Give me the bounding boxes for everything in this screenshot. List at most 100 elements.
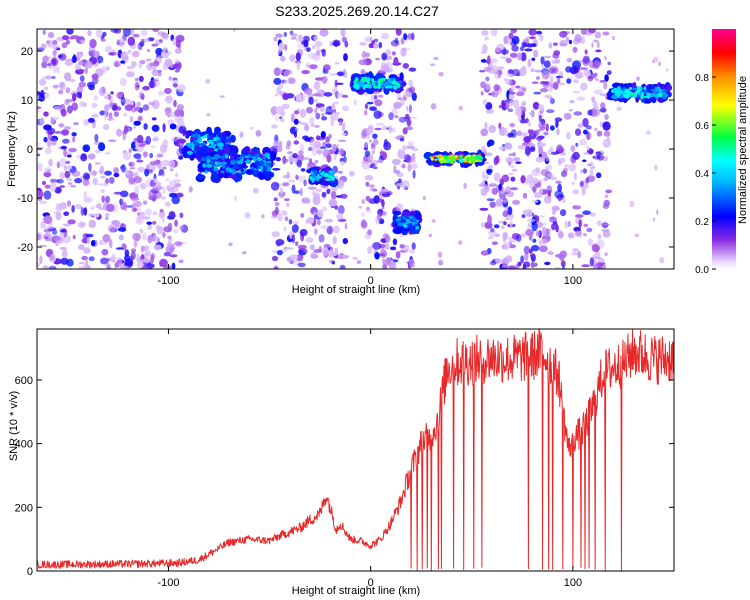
- noise-speck: [117, 227, 127, 232]
- noise-speck: [43, 215, 53, 225]
- noise-speck: [335, 82, 344, 86]
- noise-speck: [538, 103, 545, 111]
- noise-speck: [654, 164, 658, 171]
- noise-speck: [93, 213, 100, 218]
- feature-core: [233, 163, 241, 169]
- noise-speck: [176, 117, 185, 125]
- noise-speck: [53, 105, 62, 111]
- noise-speck: [172, 186, 176, 189]
- noise-speck: [296, 159, 303, 168]
- feature-core: [210, 143, 217, 148]
- noise-speck: [336, 213, 344, 220]
- noise-speck: [80, 206, 84, 216]
- noise-speck: [541, 63, 544, 70]
- noise-speck: [299, 143, 305, 152]
- noise-speck: [169, 248, 174, 254]
- noise-speck: [47, 169, 50, 174]
- noise-speck: [484, 185, 490, 193]
- noise-speck: [589, 257, 594, 267]
- feature-core: [387, 85, 393, 88]
- noise-speck: [584, 49, 588, 55]
- noise-speck: [149, 152, 154, 159]
- noise-speck: [566, 58, 573, 63]
- noise-speck: [340, 29, 346, 37]
- noise-speck: [411, 116, 418, 120]
- snr-frame: [36, 328, 675, 572]
- feature-core: [407, 222, 413, 226]
- noise-speck: [365, 210, 373, 213]
- noise-speck: [337, 151, 342, 155]
- noise-speck: [629, 200, 635, 208]
- noise-speck: [50, 57, 59, 67]
- noise-speck: [409, 258, 415, 268]
- feature-core: [355, 77, 359, 80]
- noise-speck: [168, 192, 178, 198]
- feature-core: [403, 224, 408, 228]
- noise-speck: [155, 181, 162, 186]
- feature-halo: [185, 130, 194, 135]
- noise-speck: [480, 128, 489, 137]
- noise-speck: [500, 49, 510, 55]
- noise-speck: [515, 233, 522, 242]
- noise-speck: [505, 57, 512, 64]
- noise-speck: [76, 91, 82, 99]
- colorbar-ticks: 0.0 0.2 0.4 0.6 0.8: [695, 73, 716, 276]
- noise-speck: [411, 242, 416, 250]
- noise-speck: [510, 29, 517, 34]
- noise-speck: [580, 169, 584, 173]
- noise-speck: [109, 102, 113, 108]
- feature-core: [395, 218, 399, 222]
- noise-speck: [367, 229, 372, 236]
- feature-core: [619, 90, 624, 94]
- noise-speck: [318, 234, 325, 243]
- noise-speck: [315, 112, 321, 120]
- noise-speck: [120, 99, 127, 103]
- noise-speck: [563, 112, 572, 120]
- noise-speck: [139, 228, 144, 234]
- noise-speck: [531, 57, 536, 61]
- noise-speck: [599, 80, 606, 83]
- noise-speck: [270, 106, 278, 115]
- noise-speck: [557, 146, 565, 154]
- noise-speck: [406, 105, 409, 112]
- noise-speck: [103, 111, 108, 121]
- noise-speck: [517, 144, 527, 150]
- noise-speck: [314, 40, 323, 47]
- noise-speck: [528, 29, 537, 36]
- noise-speck: [298, 121, 301, 124]
- feature-core: [643, 95, 650, 99]
- noise-speck: [498, 122, 502, 129]
- noise-speck: [128, 177, 136, 185]
- noise-speck: [394, 37, 399, 44]
- noise-speck: [578, 138, 588, 146]
- noise-speck: [522, 264, 527, 269]
- noise-speck: [68, 148, 77, 153]
- noise-speck: [275, 157, 281, 162]
- feature-core: [197, 134, 201, 138]
- feature-core: [613, 88, 620, 94]
- noise-speck: [173, 99, 177, 108]
- noise-speck: [83, 191, 88, 199]
- feature-halo: [231, 146, 237, 157]
- noise-speck: [140, 245, 144, 253]
- noise-speck: [293, 140, 300, 145]
- noise-speck: [486, 198, 495, 202]
- noise-speck: [634, 233, 639, 237]
- feature-halo: [414, 212, 422, 221]
- noise-speck: [566, 131, 571, 140]
- noise-speck: [162, 186, 166, 195]
- noise-speck: [61, 129, 70, 136]
- noise-speck: [352, 256, 358, 260]
- noise-speck: [422, 195, 426, 201]
- noise-speck: [597, 233, 602, 240]
- feature-halo: [253, 147, 260, 152]
- noise-speck: [371, 147, 376, 150]
- noise-speck: [372, 133, 378, 139]
- noise-speck: [550, 151, 559, 155]
- noise-speck: [169, 123, 177, 130]
- noise-speck: [374, 127, 382, 131]
- noise-speck: [552, 42, 558, 46]
- noise-speck: [206, 113, 211, 117]
- noise-speck: [284, 198, 290, 202]
- noise-speck: [368, 184, 375, 188]
